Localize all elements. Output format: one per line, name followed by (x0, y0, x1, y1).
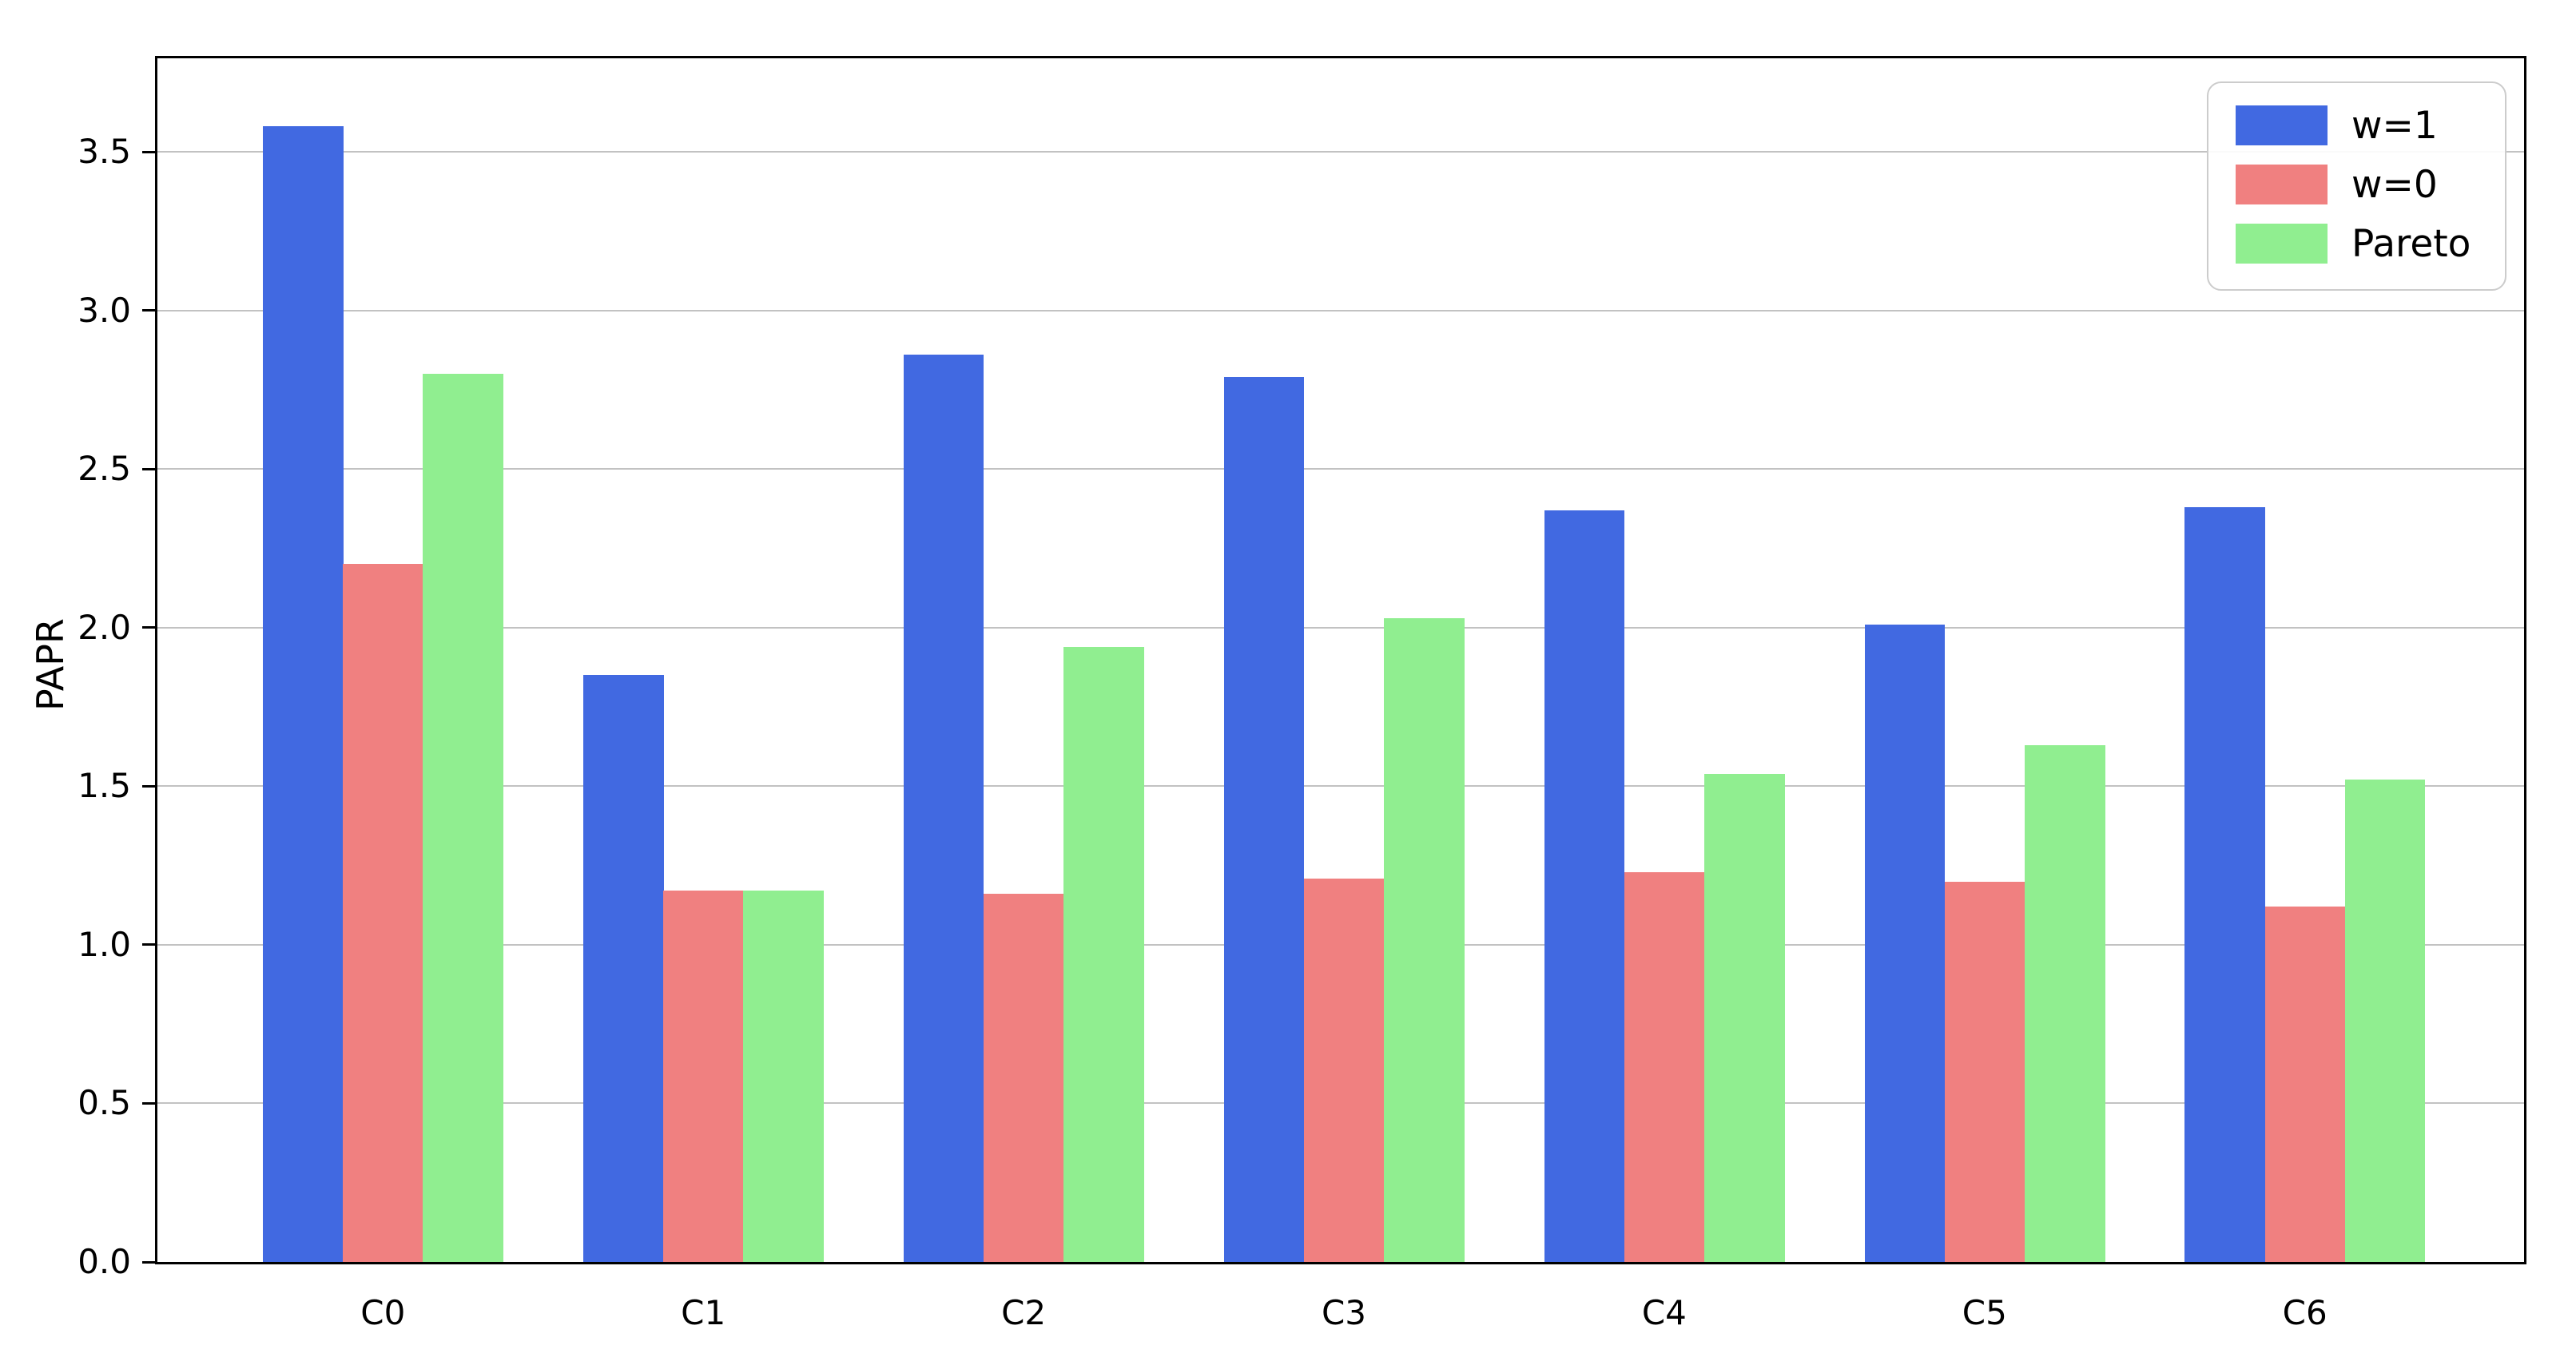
bar-C3-w1 (1223, 377, 1305, 1262)
bar-C2-w1 (903, 355, 984, 1262)
y-tick-label-2.5: 2.5 (78, 449, 131, 489)
plot-area (155, 56, 2526, 1264)
legend-item-w1: w=1 (2236, 96, 2505, 155)
gridline-y-2.5 (157, 468, 2524, 470)
bar-C1-w1 (582, 675, 664, 1262)
y-tick-label-2.0: 2.0 (78, 607, 131, 647)
bar-C0-w0 (343, 564, 423, 1262)
legend-swatch-icon (2236, 224, 2328, 264)
bar-C3-w0 (1303, 878, 1385, 1262)
y-tick-label-3.0: 3.0 (78, 290, 131, 330)
legend: w=1 w=0 Pareto (2207, 81, 2506, 291)
bar-C6-w0 (2264, 907, 2346, 1262)
y-tick-mark-0.5 (142, 1101, 155, 1105)
legend-label: w=0 (2351, 162, 2438, 207)
x-tick-label-C3: C3 (1321, 1293, 1367, 1332)
legend-item-w0: w=0 (2236, 155, 2505, 214)
legend-swatch-icon (2236, 165, 2328, 204)
bar-C4-w1 (1544, 510, 1625, 1262)
legend-swatch-icon (2236, 105, 2328, 145)
bar-C6-Pareto (2344, 780, 2426, 1262)
bar-C0-Pareto (423, 374, 504, 1262)
legend-label: Pareto (2351, 221, 2471, 266)
bar-C5-w0 (1944, 881, 2025, 1262)
gridline-y-1.5 (157, 785, 2524, 788)
y-tick-mark-3.5 (142, 150, 155, 153)
legend-label: w=1 (2351, 103, 2438, 148)
bar-C3-Pareto (1384, 617, 1465, 1262)
gridline-y-3.5 (157, 151, 2524, 153)
bar-C2-Pareto (1063, 646, 1144, 1262)
bar-C1-w0 (663, 891, 744, 1262)
y-tick-label-0.0: 0.0 (78, 1242, 131, 1281)
y-tick-label-1.0: 1.0 (78, 924, 131, 964)
bar-C1-Pareto (743, 891, 824, 1262)
x-tick-label-C2: C2 (1001, 1293, 1047, 1332)
y-tick-mark-2.5 (142, 467, 155, 470)
x-tick-label-C5: C5 (1962, 1293, 2007, 1332)
bar-C4-w0 (1624, 871, 1705, 1262)
x-tick-label-C1: C1 (681, 1293, 726, 1332)
bar-C5-Pareto (2024, 744, 2105, 1262)
x-tick-label-C0: C0 (360, 1293, 406, 1332)
bar-C0-w1 (263, 126, 344, 1262)
y-tick-mark-3.0 (142, 309, 155, 312)
legend-item-Pareto: Pareto (2236, 214, 2505, 273)
gridline-y-2 (157, 626, 2524, 629)
x-tick-label-C6: C6 (2282, 1293, 2328, 1332)
y-tick-mark-0.0 (142, 1260, 155, 1264)
bar-C5-w1 (1864, 624, 1946, 1262)
y-tick-mark-1.0 (142, 943, 155, 946)
y-tick-mark-1.5 (142, 784, 155, 788)
bar-C2-w0 (984, 894, 1064, 1262)
y-tick-mark-2.0 (142, 626, 155, 629)
bar-C4-Pareto (1704, 773, 1785, 1262)
y-tick-label-0.5: 0.5 (78, 1083, 131, 1123)
gridline-y-3 (157, 309, 2524, 311)
bar-C6-w1 (2184, 506, 2266, 1262)
y-tick-label-1.5: 1.5 (78, 766, 131, 806)
x-tick-label-C4: C4 (1641, 1293, 1687, 1332)
y-tick-label-3.5: 3.5 (78, 132, 131, 172)
y-axis-label: PAPR (29, 618, 72, 711)
